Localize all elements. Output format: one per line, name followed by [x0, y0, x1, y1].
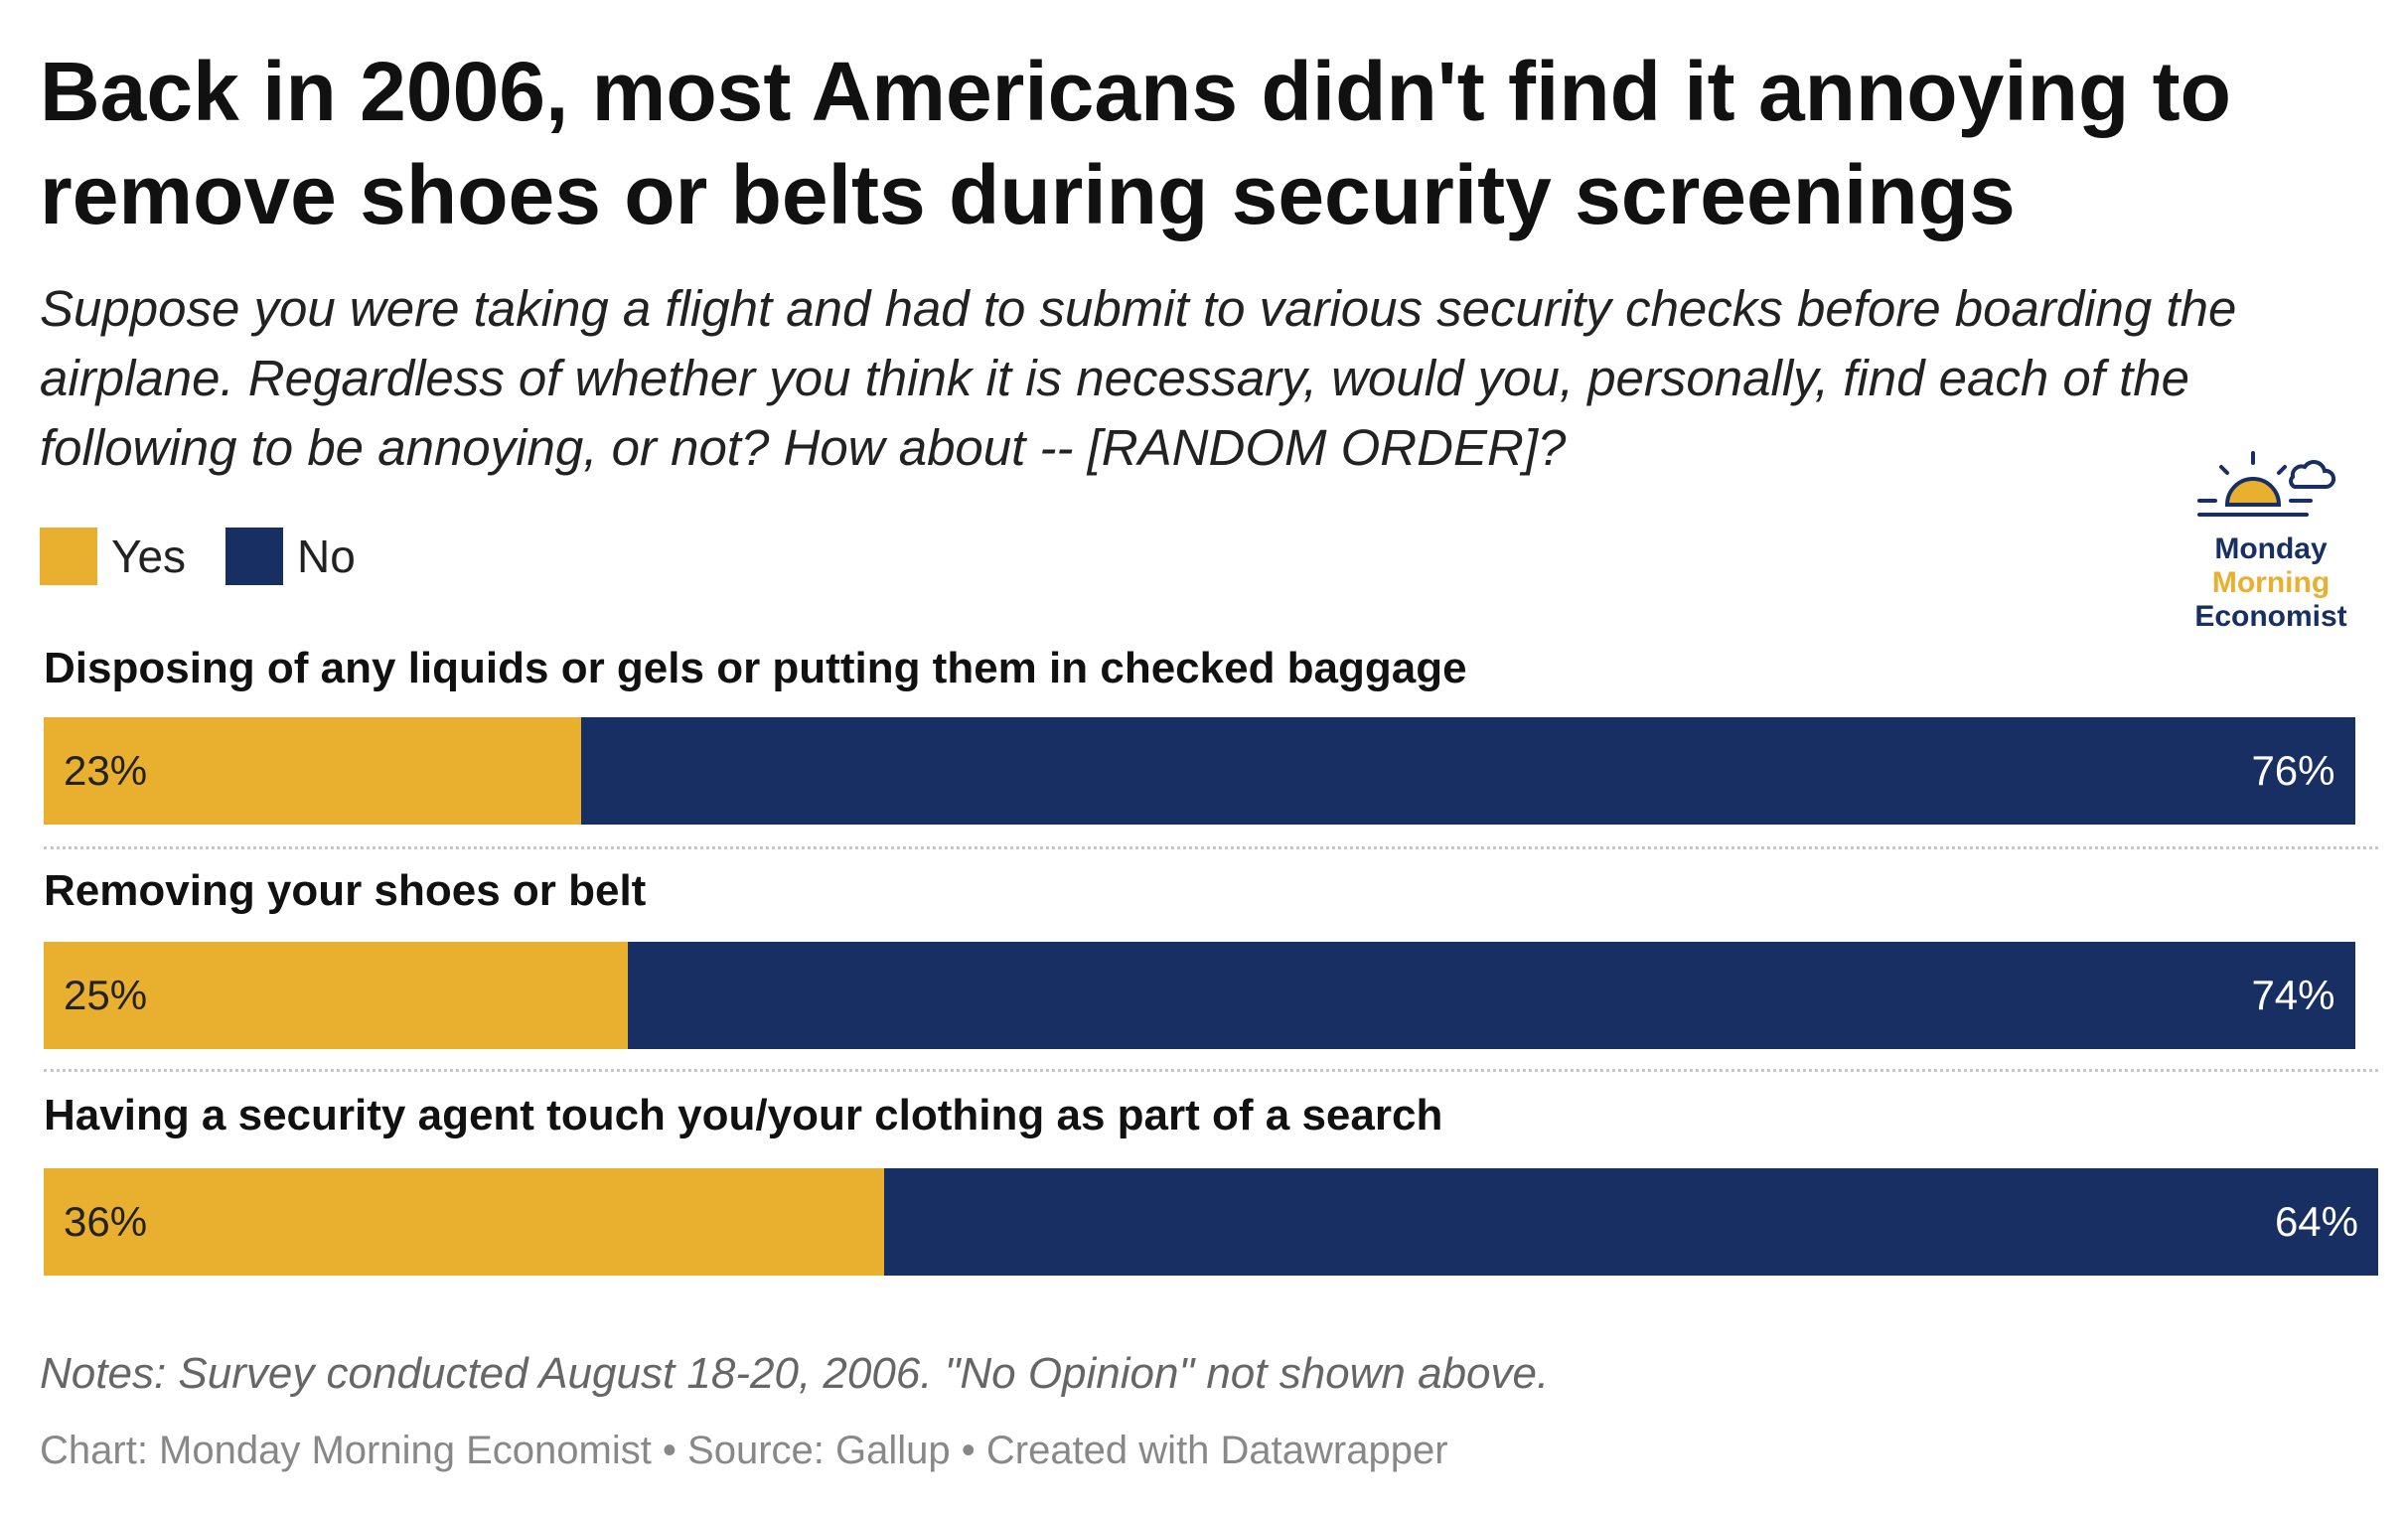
monday-morning-economist-logo: Monday Morning Economist [2182, 447, 2360, 646]
row-label: Disposing of any liquids or gels or putt… [44, 644, 1467, 692]
bar-no [580, 717, 2355, 825]
row-separator [44, 1069, 2378, 1072]
bar-yes [44, 942, 628, 1049]
legend-swatch-no [226, 528, 284, 585]
legend-swatch-yes [40, 528, 97, 585]
bar-no [884, 1168, 2378, 1276]
data-label-no: 74% [2251, 972, 2335, 1018]
legend: Yes No [40, 527, 395, 586]
legend-label-no: No [297, 530, 356, 582]
chart-title: Back in 2006, most Americans didn't find… [40, 45, 2231, 241]
bar-yes [44, 1168, 884, 1276]
logo-text-economist: Economist [2194, 600, 2347, 633]
chart-credit: Chart: Monday Morning Economist • Source… [40, 1429, 1448, 1472]
bar-no [627, 942, 2355, 1049]
data-label-yes: 23% [64, 747, 148, 794]
logo-text-morning: Morning [2211, 566, 2331, 599]
legend-item-no: No [226, 528, 356, 585]
row-separator [44, 846, 2378, 849]
bar-yes [44, 717, 581, 825]
legend-item-yes: Yes [40, 528, 186, 585]
data-label-yes: 36% [64, 1198, 148, 1245]
chart-subtitle: Suppose you were taking a flight and had… [40, 280, 2237, 476]
row-label: Having a security agent touch you/your c… [44, 1091, 1443, 1139]
data-label-no: 64% [2274, 1198, 2358, 1245]
chart-notes: Notes: Survey conducted August 18-20, 20… [40, 1349, 1550, 1398]
data-label-yes: 25% [64, 972, 148, 1018]
data-label-no: 76% [2251, 747, 2335, 794]
legend-label-yes: Yes [111, 530, 187, 582]
sunrise-icon [2197, 451, 2336, 517]
logo-text-monday: Monday [2214, 532, 2328, 565]
row-label: Removing your shoes or belt [44, 866, 647, 915]
